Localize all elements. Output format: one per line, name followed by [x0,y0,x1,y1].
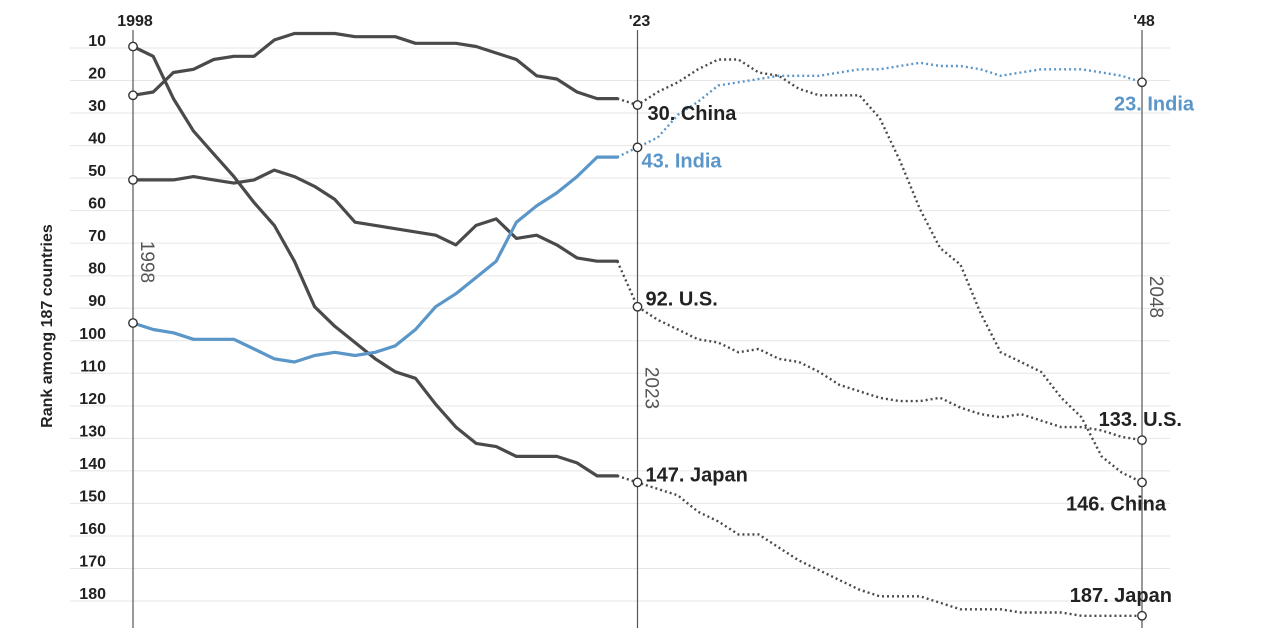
year-top-label: '23 [629,13,651,30]
series-line-historical [131,44,619,478]
series-label-2023: 92. U.S. [646,289,718,311]
series-line-historical [131,168,619,263]
y-tick-label: 180 [79,586,106,603]
y-tick-label: 150 [79,488,106,505]
series-label-2048: 23. India [1114,93,1195,115]
y-axis-title: Rank among 187 countries [39,224,56,428]
y-tick-label: 120 [79,391,106,408]
series-line-projected [616,474,1142,617]
year-top-label: '48 [1133,13,1155,30]
data-point [128,174,138,185]
year-vertical-label: 2023 [641,367,662,409]
data-point [128,90,138,101]
series-labels: 147. Japan 187. Japan 30. China 146. China 9… [642,93,1195,606]
series-label-2023: 30. China [648,103,738,125]
data-point [632,142,643,153]
year-markers: 1998 1998 '23 2023 '48 2048 [117,13,1166,628]
y-tick-label: 40 [88,131,106,148]
data-point [1137,435,1147,446]
data-point [632,301,643,312]
gridlines [70,47,1170,602]
series-label-2023: 43. India [642,150,723,172]
y-tick-label: 90 [88,293,106,310]
data-point [1137,610,1147,621]
y-tick-label: 30 [88,98,106,115]
y-tick-label: 10 [88,33,106,50]
data-point [128,318,138,328]
year-top-label: 1998 [117,13,153,30]
y-tick-label: 130 [79,423,106,440]
y-tick-label: 110 [80,358,106,375]
y-tick-label: 70 [88,228,106,245]
series-label-2048: 187. Japan [1070,585,1172,607]
year-vertical-label: 1998 [136,241,157,283]
data-point [1137,77,1147,88]
series-line-historical [131,31,619,101]
series-lines [131,31,1143,617]
y-tick-label: 20 [88,66,106,83]
year-vertical-label: 2048 [1145,276,1166,318]
y-tick-label: 160 [79,521,106,538]
series-line-historical [131,155,619,364]
data-point [128,41,138,52]
series-end-points [128,41,1147,621]
data-point [1137,477,1147,488]
series-line-projected [616,260,1143,442]
y-tick-labels: 10 20 30 40 50 60 70 80 90 100 110 120 130 140 150 160 1… [79,33,106,603]
y-tick-label: 140 [79,456,106,473]
y-tick-label: 100 [79,326,106,343]
series-label-2048: 133. U.S. [1099,409,1182,431]
series-label-2048: 146. China [1066,493,1167,515]
y-tick-label: 170 [79,553,106,570]
data-point [632,477,643,488]
y-tick-label: 80 [88,261,106,278]
series-line-projected [616,61,1143,159]
y-tick-label: 50 [88,163,106,180]
y-tick-label: 60 [88,196,106,213]
data-point [632,100,643,110]
series-label-2023: 147. Japan [646,464,748,486]
